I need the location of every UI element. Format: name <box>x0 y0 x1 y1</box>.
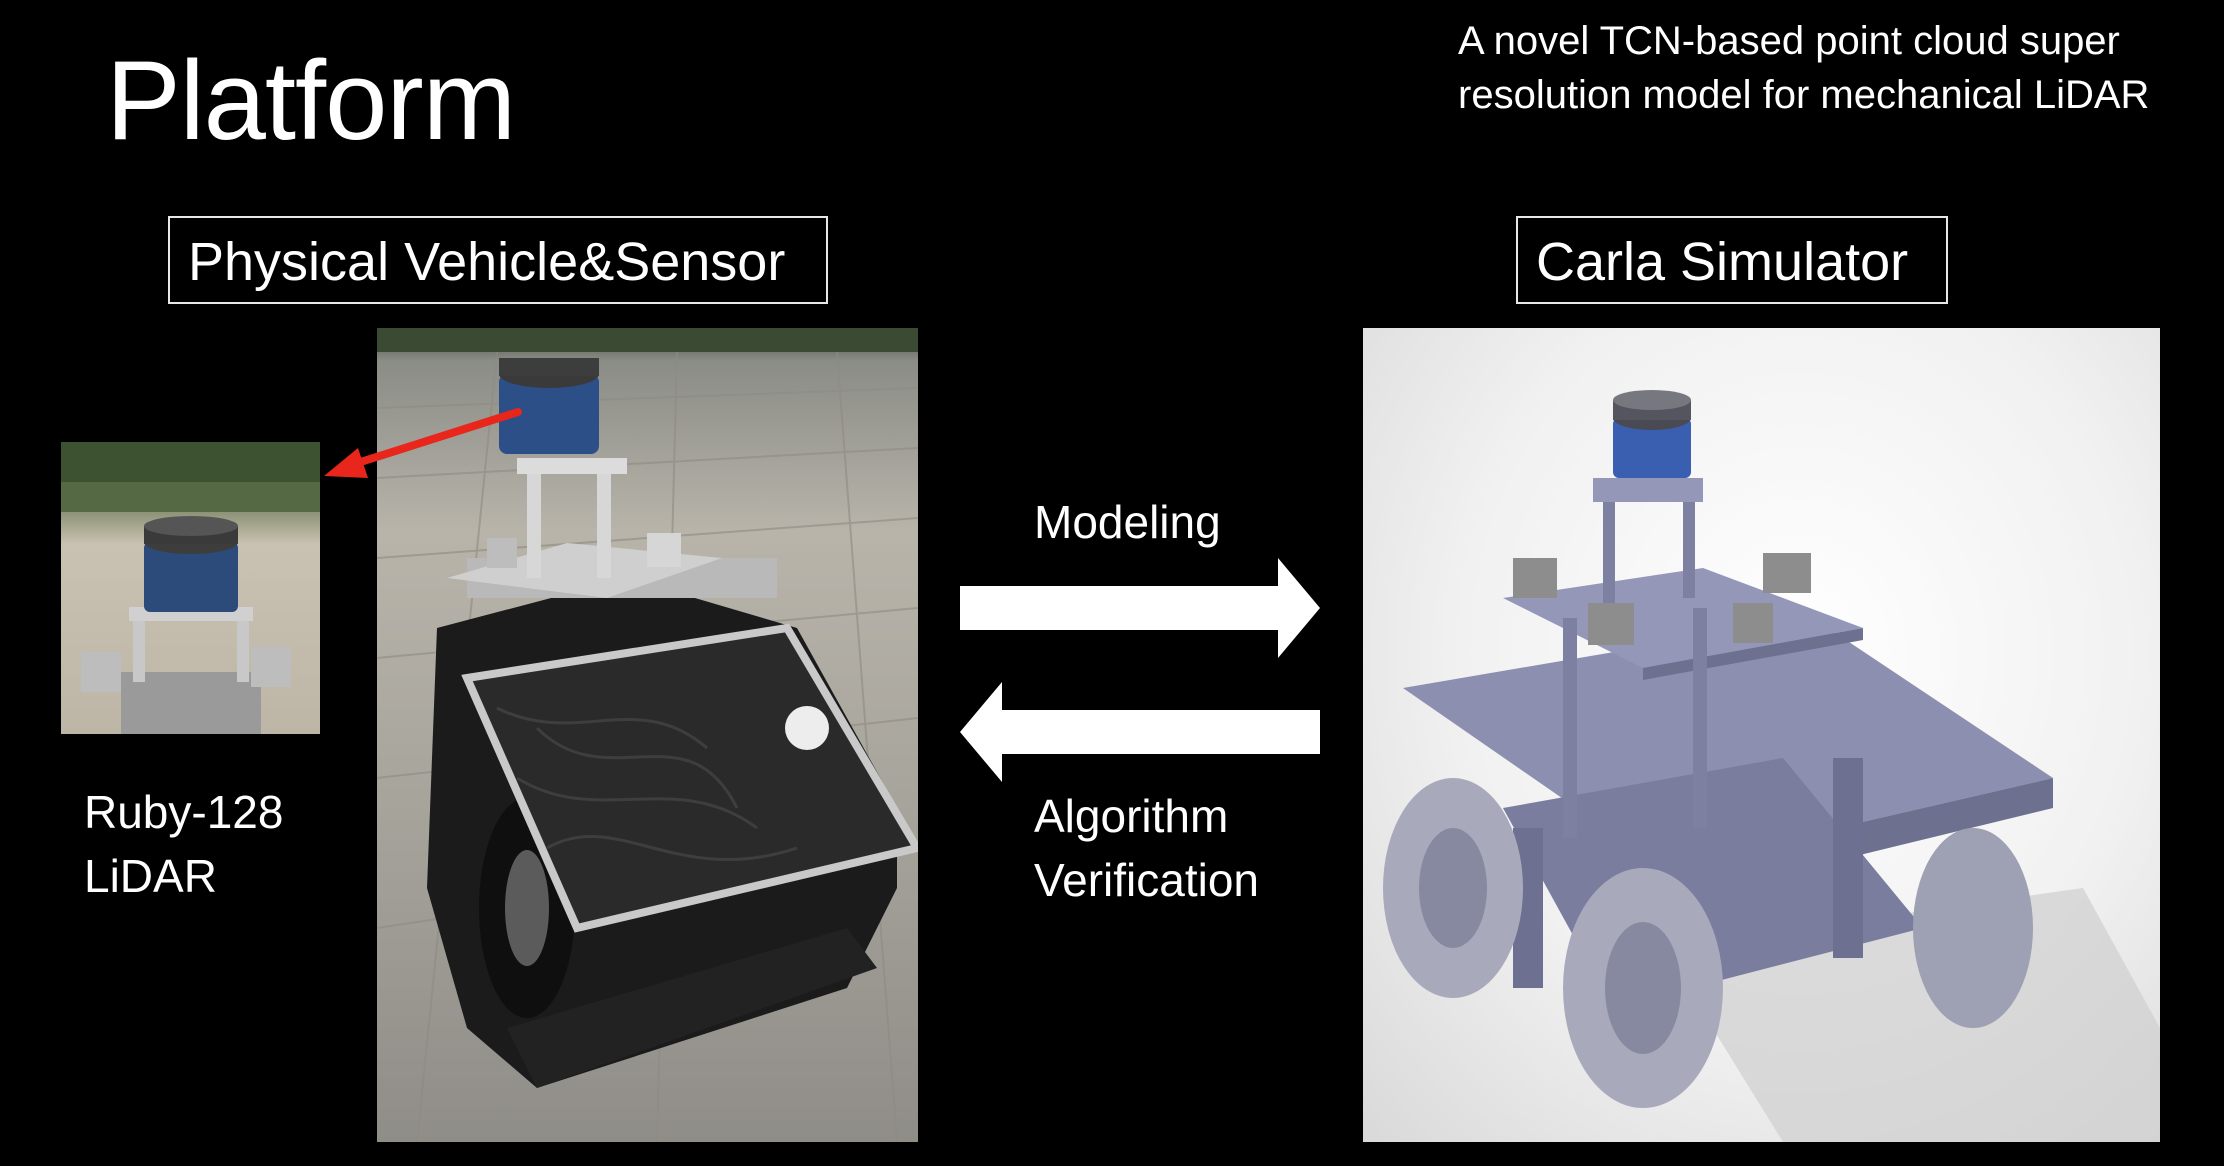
lidar-caption-line-1: Ruby-128 <box>84 786 284 838</box>
red-pointer-arrow-icon <box>324 408 522 478</box>
carla-simulator-label: Carla Simulator <box>1516 216 1948 304</box>
lidar-caption-line-2: LiDAR <box>84 850 217 902</box>
right-arrow-icon <box>960 558 1320 658</box>
subtitle-line-1: A novel TCN-based point cloud super <box>1458 19 2120 63</box>
verification-label-line-2: Verification <box>1034 854 1260 906</box>
left-arrow-icon <box>960 682 1320 782</box>
modeling-label: Modeling <box>1034 496 1221 548</box>
subtitle-line-2: resolution model for mechanical LiDAR <box>1458 73 2150 117</box>
physical-vehicle-label: Physical Vehicle&Sensor <box>168 216 828 304</box>
slide-subtitle: A novel TCN-based point cloud super reso… <box>1458 14 2218 122</box>
verification-label-line-1: Algorithm <box>1034 790 1229 842</box>
carla-simulator-render <box>1363 328 2160 1142</box>
lidar-closeup-photo <box>61 442 320 734</box>
page-title: Platform <box>106 38 516 163</box>
lidar-caption: Ruby-128 LiDAR <box>84 780 283 908</box>
physical-vehicle-photo <box>377 328 918 1142</box>
algorithm-verification-label: Algorithm Verification <box>1034 784 1259 912</box>
